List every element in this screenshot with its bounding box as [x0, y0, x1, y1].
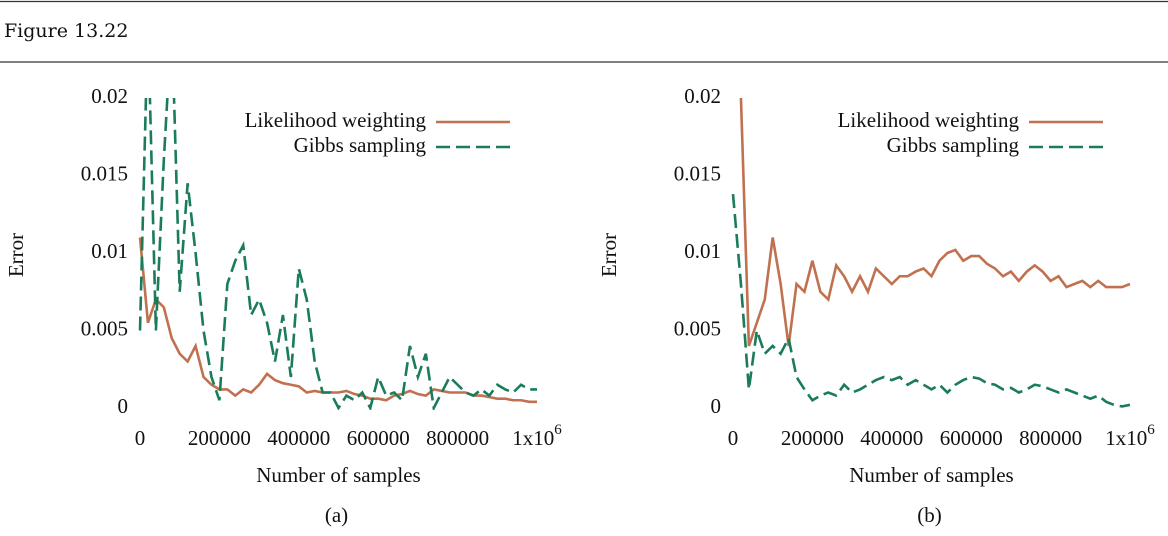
x-tick-label: 0 [728, 426, 739, 450]
x-tick-label: 400000 [860, 426, 923, 450]
x-tick-mantissa: 1x10 [512, 426, 554, 450]
caption: (b) [917, 503, 942, 527]
legend-label: Gibbs sampling [887, 133, 1020, 157]
x-tick-label: 1x106 [512, 422, 562, 449]
series-line [138, 237, 537, 404]
y-axis-label: Error [4, 233, 28, 277]
x-tick-label: 200000 [188, 426, 251, 450]
x-tick-exponent: 6 [1147, 422, 1155, 438]
y-tick-label: 0.02 [91, 84, 128, 108]
x-axis-label: Number of samples [256, 463, 420, 487]
y-tick-label: 0 [711, 394, 722, 418]
series-line [739, 98, 1131, 347]
series-line [731, 193, 1131, 408]
figure-title: Figure 13.22 [4, 20, 128, 42]
caption: (a) [325, 503, 348, 527]
legend-label: Likelihood weighting [838, 108, 1020, 132]
x-tick-exponent: 6 [554, 422, 562, 438]
legend-label: Gibbs sampling [294, 133, 427, 157]
series-line [138, 98, 537, 410]
y-tick-label: 0.015 [674, 161, 721, 185]
x-tick-label: 400000 [267, 426, 330, 450]
x-tick-mantissa: 1x10 [1105, 426, 1147, 450]
x-tick-label: 600000 [940, 426, 1003, 450]
y-tick-label: 0.015 [81, 161, 128, 185]
x-tick-label: 1x106 [1105, 422, 1155, 449]
x-tick-label: 0 [135, 426, 146, 450]
x-tick-label: 600000 [347, 426, 410, 450]
y-tick-label: 0.005 [81, 316, 128, 340]
x-tick-label: 800000 [1019, 426, 1082, 450]
y-tick-label: 0.02 [684, 84, 721, 108]
y-tick-label: 0.005 [674, 316, 721, 340]
y-axis-label: Error [597, 233, 621, 277]
y-tick-label: 0 [118, 394, 129, 418]
legend-label: Likelihood weighting [245, 108, 427, 132]
x-tick-label: 200000 [781, 426, 844, 450]
x-axis-label: Number of samples [849, 463, 1013, 487]
y-tick-label: 0.01 [91, 239, 128, 263]
x-tick-label: 800000 [426, 426, 489, 450]
y-tick-label: 0.01 [684, 239, 721, 263]
